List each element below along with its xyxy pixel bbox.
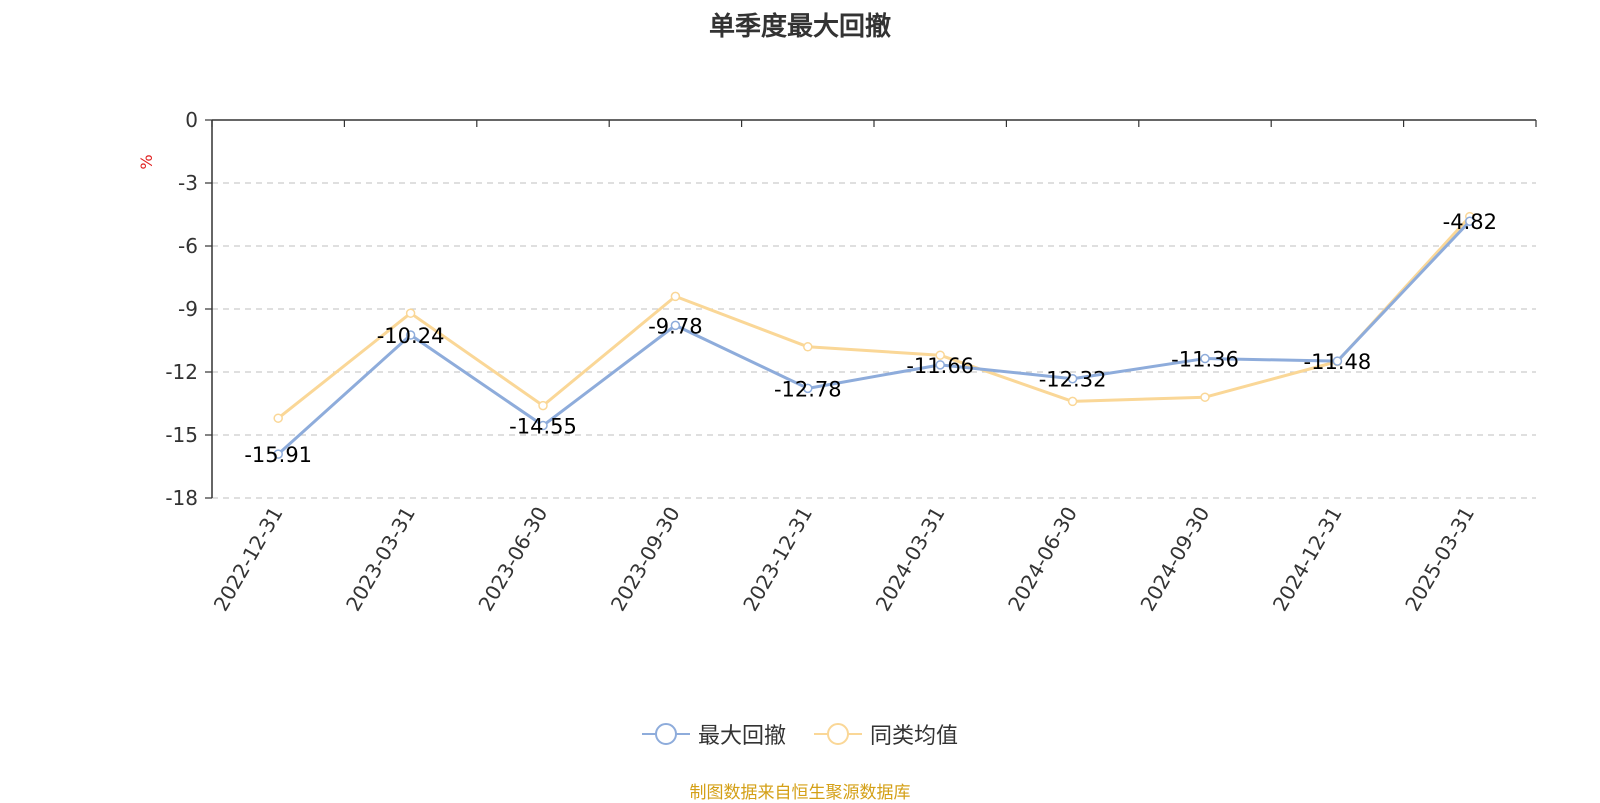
- data-label: -12.78: [774, 377, 842, 401]
- y-tick-label: -6: [178, 234, 198, 258]
- data-label: -10.24: [377, 324, 445, 348]
- series-point-0: [1067, 373, 1078, 384]
- grid-lines: [212, 182, 1536, 499]
- legend: 最大回撤 同类均值: [0, 718, 1600, 750]
- y-axis-unit-label: %: [137, 154, 156, 169]
- series-point-1: [273, 413, 283, 423]
- series-point-1: [1067, 396, 1078, 407]
- x-tick-label: 2023-06-30: [473, 503, 552, 616]
- legend-item-max-drawdown[interactable]: 最大回撤: [641, 718, 786, 750]
- x-tick-label: 2024-06-30: [1003, 503, 1082, 616]
- legend-item-peer-average[interactable]: 同类均值: [814, 718, 958, 750]
- data-label: -4.82: [1443, 210, 1497, 234]
- series-point-0: [1332, 356, 1343, 366]
- x-tick-label: 2024-12-31: [1268, 503, 1347, 616]
- y-tick-label: -3: [178, 171, 198, 195]
- series-point-1: [670, 291, 681, 302]
- data-label: -11.36: [1171, 348, 1239, 372]
- y-tick-label: 0: [185, 108, 198, 132]
- x-tick-label: 2025-03-31: [1400, 503, 1479, 616]
- y-tick-label: -9: [178, 297, 198, 321]
- series-point-1: [538, 400, 548, 411]
- data-label: -11.48: [1304, 350, 1372, 374]
- series-point-0: [803, 383, 813, 394]
- y-tick-label: -15: [165, 423, 198, 447]
- data-labels: -15.91 -10.24 -14.55 -9.78 -12.78 -11.66 -12.3…: [244, 210, 1497, 467]
- y-tick-label: -18: [165, 486, 198, 510]
- legend-swatch-max-drawdown: [641, 723, 690, 745]
- x-tick-label: 2023-12-31: [738, 503, 817, 616]
- data-label: -9.78: [648, 314, 702, 338]
- chart-title: 单季度最大回撤: [708, 12, 891, 42]
- series-point-0: [405, 330, 416, 340]
- legend-label-max-drawdown: 最大回撤: [697, 724, 786, 749]
- data-label: -11.66: [906, 354, 974, 378]
- series-point-0: [670, 320, 681, 331]
- x-tick-label: 2024-03-31: [871, 502, 950, 615]
- data-label: -15.91: [244, 443, 312, 467]
- series-point-1: [935, 350, 945, 360]
- series-point-0: [1200, 353, 1210, 364]
- series-point-0: [935, 360, 945, 370]
- x-tick-label: 2023-03-31: [341, 502, 420, 615]
- series-point-1: [1200, 392, 1210, 402]
- data-label: -14.55: [509, 415, 577, 439]
- x-tick-label: 2023-09-30: [606, 503, 685, 616]
- series-line-0: [277, 220, 1471, 456]
- x-tick-label: 2024-09-30: [1135, 503, 1214, 616]
- data-label: -12.32: [1039, 368, 1107, 392]
- series-point-0: [1465, 216, 1475, 226]
- y-tick-label: -12: [165, 360, 198, 384]
- series-point-1: [803, 342, 813, 352]
- series-point-1: [405, 308, 416, 318]
- series-line-1: [277, 215, 1471, 420]
- legend-swatch-peer-average: [814, 723, 862, 745]
- series-point-0: [273, 449, 283, 459]
- source-note: 制图数据来自恒生聚源数据库: [689, 783, 911, 803]
- x-tick-label: 2022-12-31: [209, 503, 288, 616]
- series-lines: [273, 211, 1475, 459]
- series-point-0: [538, 420, 548, 431]
- legend-label-peer-average: 同类均值: [870, 724, 959, 749]
